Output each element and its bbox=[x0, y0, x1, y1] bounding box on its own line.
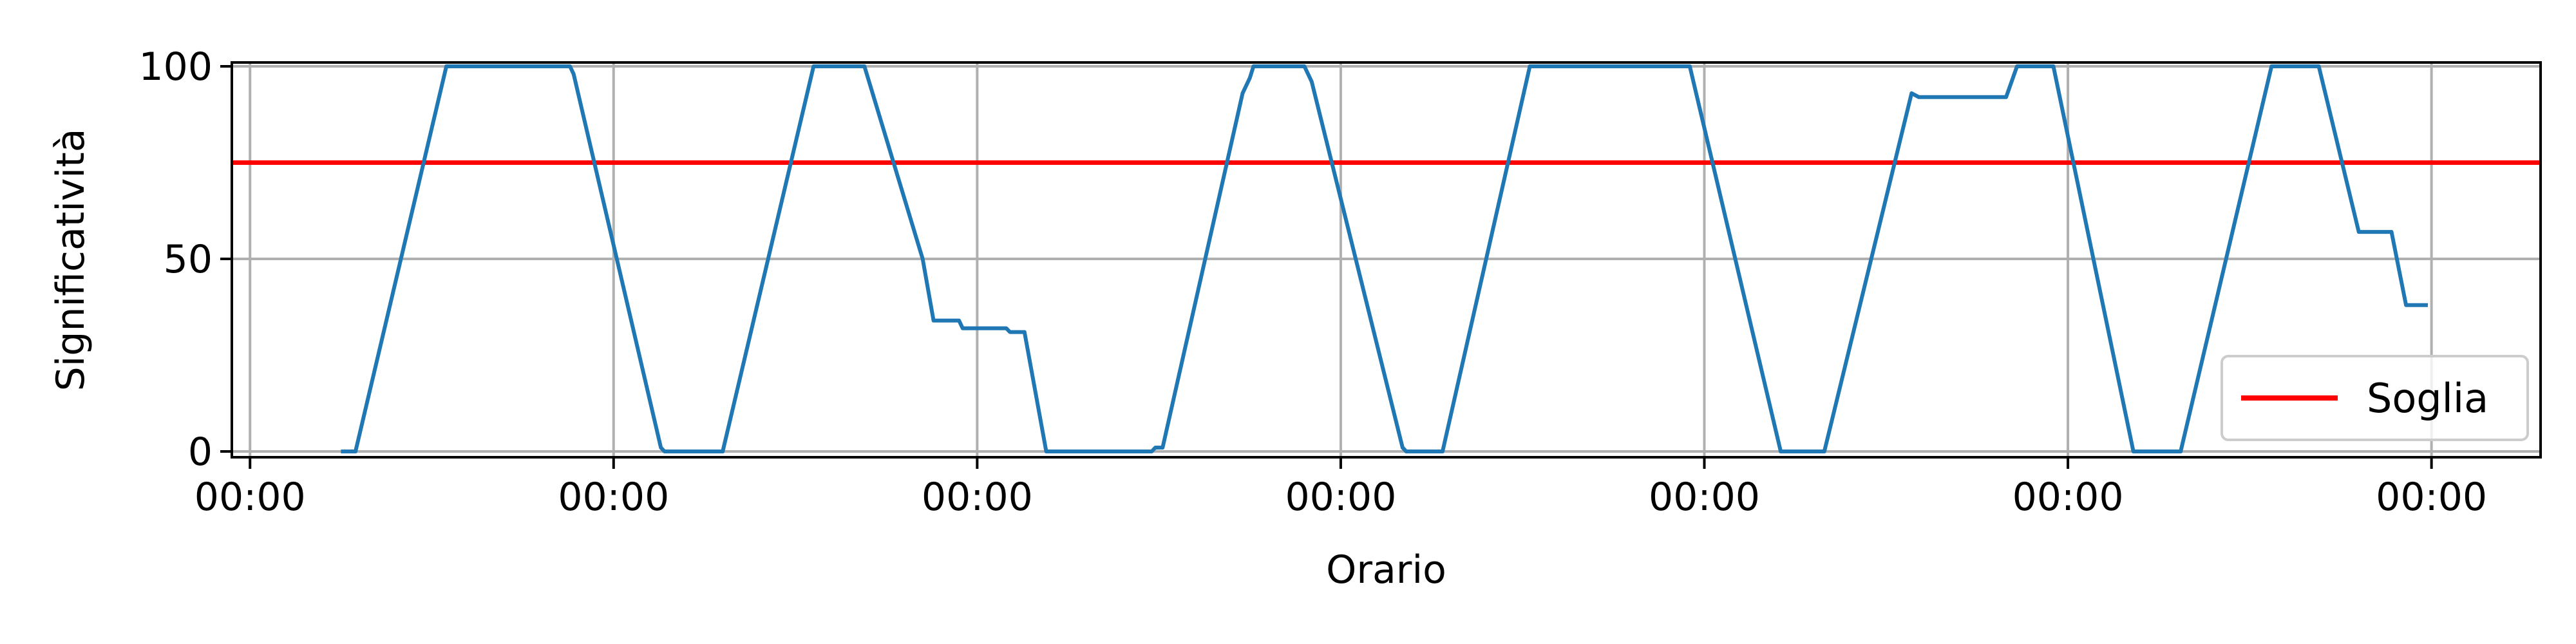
x-tick-label: 00:00 bbox=[194, 475, 306, 520]
legend: Soglia bbox=[2221, 355, 2529, 441]
legend-label-soglia: Soglia bbox=[2367, 375, 2488, 422]
y-axis-label: Significatività bbox=[48, 129, 93, 392]
legend-box bbox=[2221, 355, 2529, 441]
x-tick-label: 00:00 bbox=[2012, 475, 2124, 520]
y-tick-label: 100 bbox=[138, 44, 213, 90]
y-tick-label: 0 bbox=[188, 430, 213, 475]
x-tick-label: 00:00 bbox=[558, 475, 669, 520]
x-tick-label: 00:00 bbox=[922, 475, 1033, 520]
x-axis-label: Orario bbox=[1326, 547, 1446, 592]
x-tick-label: 00:00 bbox=[1285, 475, 1396, 520]
series-line bbox=[341, 64, 2428, 453]
x-tick-label: 00:00 bbox=[2376, 475, 2487, 520]
ticks: 00:00 00:00 00:00 00:00 00:00 00:00 00:0005010… bbox=[138, 44, 2487, 520]
x-tick-label: 00:00 bbox=[1649, 475, 1760, 520]
series-layer bbox=[341, 64, 2428, 453]
y-tick-label: 50 bbox=[164, 237, 213, 282]
